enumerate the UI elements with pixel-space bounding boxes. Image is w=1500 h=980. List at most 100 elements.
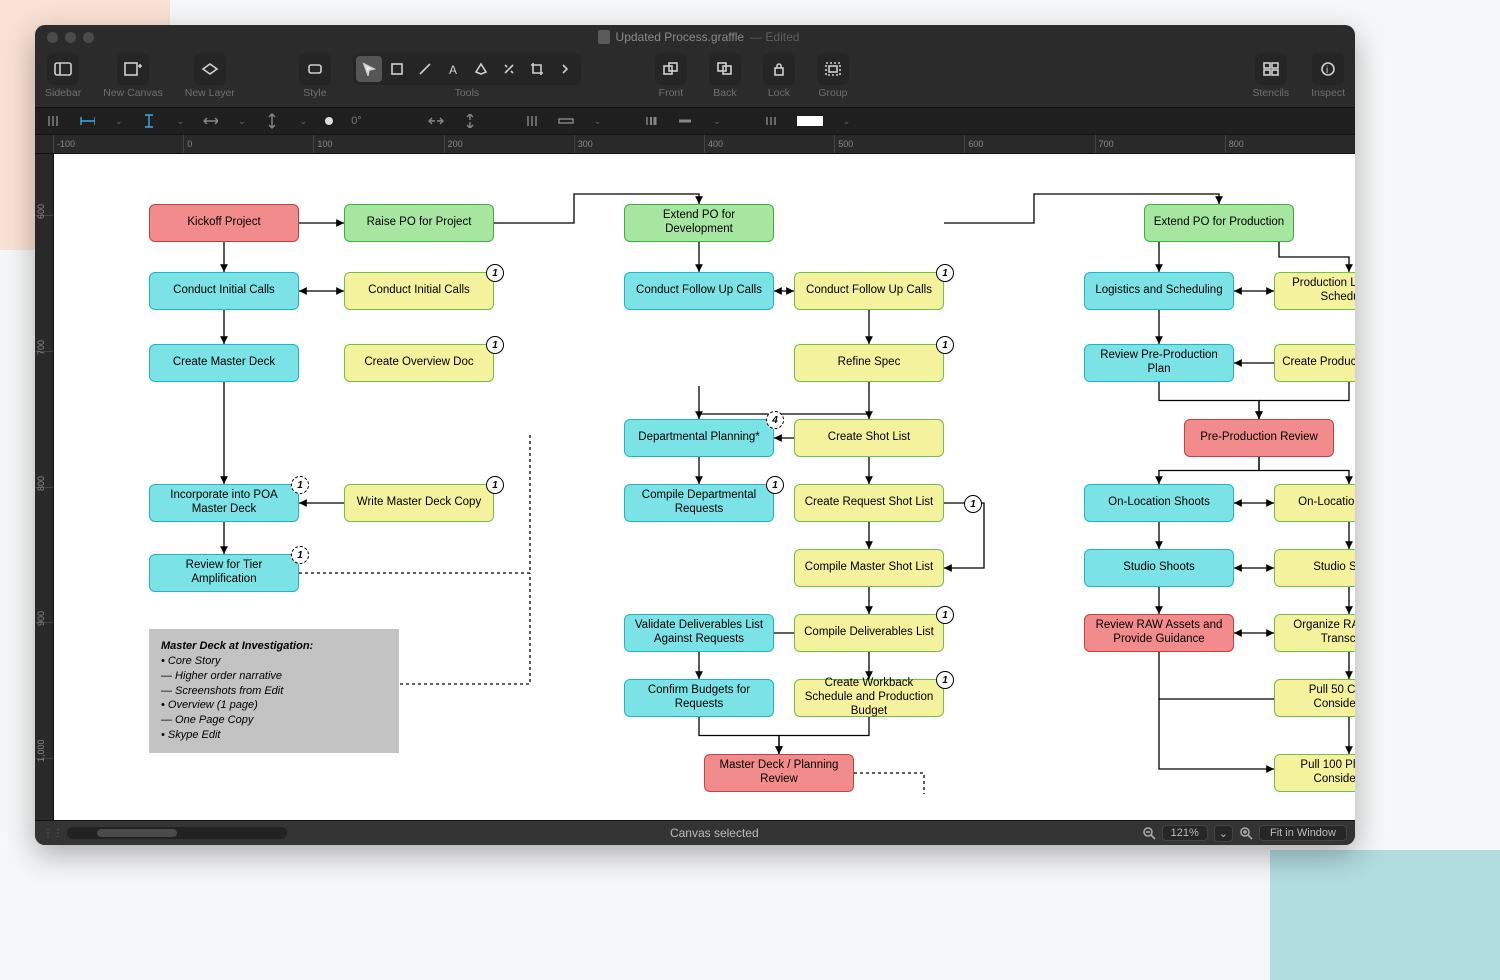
stroke-style-icon[interactable] [558,114,574,128]
flowchart-node[interactable]: Extend PO for Development [624,204,774,242]
line-cap-icon[interactable] [677,114,693,128]
stencils-icon[interactable] [1258,56,1284,82]
flowchart-node[interactable]: Compile Departmental Requests [624,484,774,522]
stroke-pos-icon[interactable] [524,114,540,128]
chevron-down-icon[interactable]: ⌄ [115,116,123,127]
window-controls[interactable] [47,32,94,43]
flip-v-icon[interactable] [462,114,478,128]
flowchart-node[interactable]: Master Deck / Planning Review [704,754,854,792]
line-tool-icon[interactable] [412,56,438,82]
flowchart-node[interactable]: Refine Spec [794,344,944,382]
selection-tool-icon[interactable] [356,56,382,82]
crop-tool-icon[interactable] [524,56,550,82]
grip-icon[interactable]: ⋮⋮ [43,828,57,839]
lock-icon[interactable] [766,56,792,82]
horizontal-scrollbar[interactable] [67,827,287,839]
flowchart-node[interactable]: Organize RAW, Order Transcripts [1274,614,1355,652]
flowchart-node[interactable]: Create Master Deck [149,344,299,382]
flowchart-node[interactable]: Review Pre-Production Plan [1084,344,1234,382]
zoom-icon[interactable] [83,32,94,43]
fit-window-button[interactable]: Fit in Window [1259,825,1347,841]
more-tools-icon[interactable] [552,56,578,82]
ruler-v-tick: 800 [35,487,53,488]
ruler-horizontal[interactable]: -1000100200300400500600700800900 [35,135,1355,154]
shape-tool-icon[interactable] [384,56,410,82]
flowchart-node[interactable]: Pre-Production Review [1184,419,1334,457]
flowchart-node[interactable]: Studio Shoots [1274,549,1355,587]
flowchart-node[interactable]: Create Production Review [1274,344,1355,382]
flowchart-node[interactable]: Studio Shoots [1084,549,1234,587]
flowchart-node[interactable]: Conduct Follow Up Calls [624,272,774,310]
zoom-out-icon[interactable] [1142,826,1156,840]
dash-pattern-swatch[interactable] [797,116,823,126]
point-tool-icon[interactable] [496,56,522,82]
ruler-h-tick: 100 [313,135,314,153]
height-icon[interactable] [141,114,157,128]
chevron-down-icon[interactable]: ⌄ [177,116,185,127]
flowchart-node[interactable]: Compile Master Shot List [794,549,944,587]
flowchart-node[interactable]: Create Shot List [794,419,944,457]
close-icon[interactable] [47,32,58,43]
hspacing-icon[interactable] [202,114,218,128]
canvas-viewport[interactable]: Kickoff Project Raise PO for Project Condu… [54,154,1355,820]
minimize-icon[interactable] [65,32,76,43]
new-layer-icon[interactable] [197,56,223,82]
flip-h-icon[interactable] [428,114,444,128]
flowchart-node[interactable]: Extend PO for Production [1144,204,1294,242]
flowchart-node[interactable]: Conduct Initial Calls [344,272,494,310]
ruler-vertical[interactable]: 6007008009001,000 [35,154,54,820]
bring-front-icon[interactable] [658,56,684,82]
flowchart-node[interactable]: Confirm Budgets for Requests [624,679,774,717]
flowchart-node[interactable]: Create Request Shot List [794,484,944,522]
flowchart-node[interactable]: Conduct Initial Calls [149,272,299,310]
flowchart-node[interactable]: Create Overview Doc [344,344,494,382]
flowchart-node[interactable]: Incorporate into POA Master Deck [149,484,299,522]
toolbar: Sidebar New Canvas New Layer Style A [35,49,1355,107]
flowchart-node[interactable]: Pull 100 Photos for Consideration [1274,754,1355,792]
flowchart-node[interactable]: Kickoff Project [149,204,299,242]
new-canvas-icon[interactable] [120,56,146,82]
flowchart-node[interactable]: Compile Deliverables List [794,614,944,652]
columns-icon[interactable] [45,114,61,128]
flowchart-node[interactable]: Pull 50 Clips for Consideration [1274,679,1355,717]
ruler-v-tick: 700 [35,351,53,352]
style-picker-icon[interactable] [302,56,328,82]
group-icon[interactable] [820,56,846,82]
pen-tool-icon[interactable] [468,56,494,82]
dash-weight-icon[interactable] [763,114,779,128]
vspacing-icon[interactable] [264,114,280,128]
send-back-icon[interactable] [712,56,738,82]
zoom-level[interactable]: 121% [1162,825,1208,841]
flowchart-node[interactable]: Create Workback Schedule and Production … [794,679,944,717]
note-box[interactable]: Master Deck at Investigation:• Core Stor… [149,629,399,753]
node-badge: 1 [486,336,504,354]
chevron-down-icon[interactable]: ⌄ [238,116,246,127]
flowchart-node[interactable]: Review for Tier Amplification [149,554,299,592]
chevron-down-icon[interactable]: ⌄ [300,116,308,127]
width-icon[interactable] [79,114,95,128]
flowchart-node[interactable]: Raise PO for Project [344,204,494,242]
flowchart-node[interactable]: Logistics and Scheduling [1084,272,1234,310]
fill-color-swatch[interactable] [325,117,333,125]
flowchart-node[interactable]: Departmental Planning* [624,419,774,457]
flowchart-node[interactable]: On-Location Shoots [1084,484,1234,522]
zoom-in-icon[interactable] [1239,826,1253,840]
node-badge: 1 [936,336,954,354]
flowchart-node[interactable]: Validate Deliverables List Against Reque… [624,614,774,652]
flowchart-node[interactable]: Production Logistics & Scheduling [1274,272,1355,310]
inspect-icon[interactable]: i [1315,56,1341,82]
text-tool-icon[interactable]: A [440,56,466,82]
flowchart-node[interactable]: Conduct Follow Up Calls [794,272,944,310]
chevron-down-icon[interactable]: ⌄ [713,116,721,127]
chevron-down-icon[interactable]: ⌄ [843,116,851,127]
line-weight-icon[interactable] [643,114,659,128]
flowchart-node[interactable]: Review RAW Assets and Provide Guidance [1084,614,1234,652]
flowchart-node[interactable]: Write Master Deck Copy [344,484,494,522]
ruler-h-tick: 600 [964,135,965,153]
new-layer-label: New Layer [185,87,235,99]
chevron-down-icon[interactable]: ⌄ [594,116,602,127]
zoom-dropdown-icon[interactable]: ⌄ [1214,825,1233,842]
canvas[interactable]: Kickoff Project Raise PO for Project Condu… [54,154,1355,820]
flowchart-node[interactable]: On-Location Shoots [1274,484,1355,522]
sidebar-toggle-icon[interactable] [50,56,76,82]
